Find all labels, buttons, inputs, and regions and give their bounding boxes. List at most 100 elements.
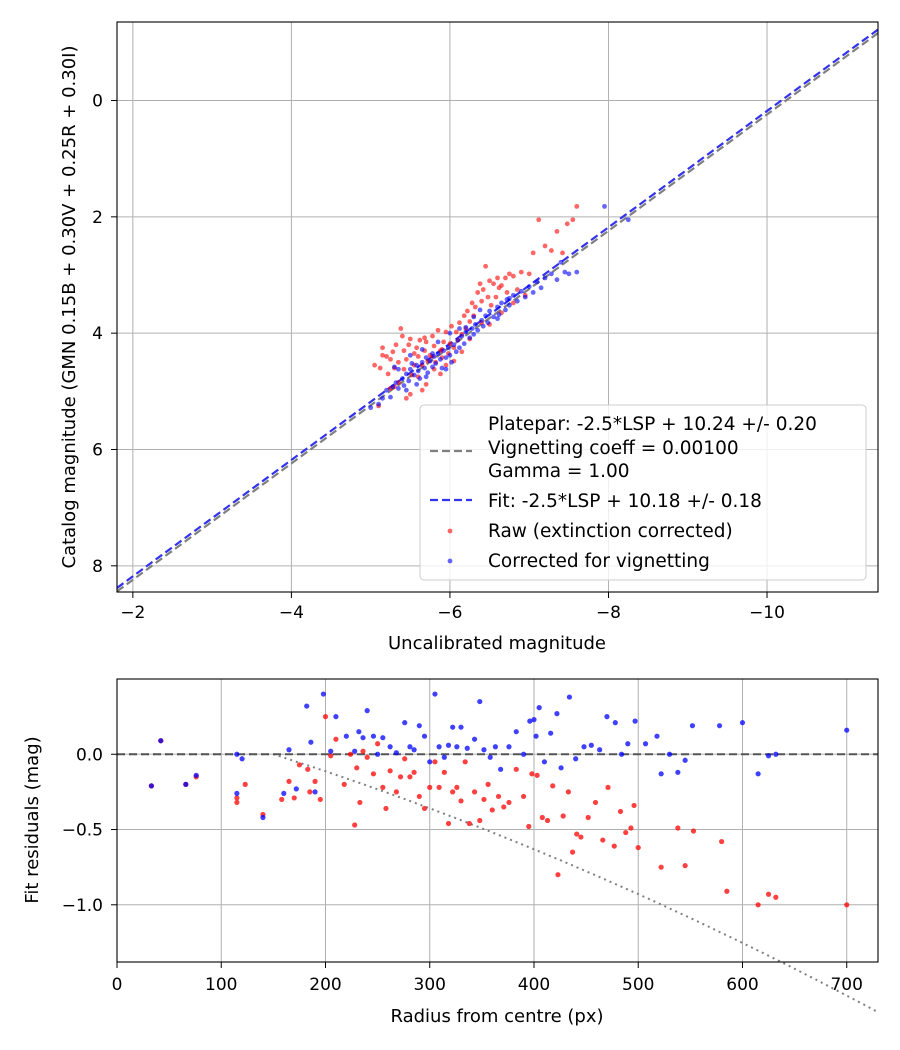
corrected-point <box>423 355 429 361</box>
raw-residual-point <box>454 784 460 790</box>
top-x-axis-label: Uncalibrated magnitude <box>388 633 606 654</box>
corrected-point <box>459 333 465 339</box>
corrected-residual-point <box>658 771 664 777</box>
raw-residual-point <box>682 863 688 869</box>
corrected-point <box>411 372 417 378</box>
raw-point <box>570 217 576 223</box>
raw-residual-point <box>658 864 664 870</box>
raw-residual-point <box>421 805 428 812</box>
corrected-point <box>396 386 401 391</box>
bottom-ticks: 0 100 200 300 400 500 600 700 0.0 −0.5 −1.0 <box>62 745 863 995</box>
corrected-residual-point <box>407 744 413 750</box>
corrected-point <box>496 312 502 317</box>
corrected-point <box>602 203 607 209</box>
raw-residual-point <box>501 804 507 810</box>
corrected-residual-point <box>765 753 772 759</box>
corrected-point <box>475 327 481 333</box>
corrected-point <box>447 330 453 336</box>
bottom-x-tick-label: 500 <box>622 975 654 995</box>
raw-point <box>377 365 383 371</box>
corrected-residual-point <box>533 733 539 739</box>
raw-residual-point <box>333 736 339 742</box>
corrected-point <box>538 285 544 291</box>
raw-residual-point <box>427 784 433 790</box>
corrected-residual-point <box>573 756 579 762</box>
corrected-residual-point <box>352 748 358 754</box>
corrected-residual-point <box>375 751 381 757</box>
raw-point <box>499 283 504 288</box>
corrected-residual-point <box>558 765 564 771</box>
raw-point <box>393 342 399 348</box>
corrected-residual-point <box>356 729 362 735</box>
raw-point <box>554 228 560 234</box>
corrected-residual-point <box>536 705 542 711</box>
raw-residual-point <box>477 817 483 824</box>
raw-point <box>453 329 459 335</box>
raw-residual-point <box>690 828 697 834</box>
raw-point <box>407 391 413 397</box>
raw-residual-point <box>383 805 389 812</box>
corrected-point <box>443 355 449 361</box>
raw-point <box>472 304 478 310</box>
corrected-point <box>503 307 508 313</box>
raw-point <box>430 333 435 339</box>
raw-point <box>469 300 475 306</box>
raw-residual-point <box>585 814 591 821</box>
corrected-point <box>534 279 540 285</box>
corrected-residual-point <box>380 735 386 741</box>
raw-residual-point <box>489 807 495 813</box>
raw-residual-point <box>458 798 464 804</box>
corrected-point <box>471 331 477 337</box>
raw-residual-point <box>578 834 584 840</box>
corrected-point <box>419 359 425 365</box>
raw-residual-point <box>529 771 535 777</box>
bottom-scatter-points <box>148 691 850 908</box>
raw-point <box>399 333 405 339</box>
raw-residual-point <box>574 831 580 837</box>
raw-residual-point <box>765 891 772 897</box>
corrected-point <box>491 314 496 320</box>
corrected-point <box>506 302 512 308</box>
corrected-point <box>518 288 524 294</box>
raw-point <box>457 320 462 326</box>
corrected-point <box>530 290 536 295</box>
raw-point <box>423 339 429 345</box>
raw-residual-point <box>364 754 370 760</box>
legend-corrected-marker <box>447 558 453 564</box>
bottom-x-tick-label: 100 <box>205 975 237 995</box>
corrected-point <box>542 275 548 281</box>
raw-residual-point <box>719 838 725 845</box>
bottom-y-axis-label: Fit residuals (mag) <box>22 736 43 903</box>
corrected-residual-point <box>675 769 681 775</box>
raw-point <box>495 275 500 281</box>
top-y-tick-label: 6 <box>92 441 103 461</box>
raw-point <box>417 337 423 343</box>
corrected-point <box>414 362 420 368</box>
corrected-point <box>425 370 431 376</box>
corrected-point <box>403 371 409 377</box>
raw-residual-point <box>555 872 561 878</box>
corrected-point <box>393 380 399 386</box>
raw-point <box>574 203 580 209</box>
corrected-point <box>445 345 451 351</box>
corrected-point <box>414 381 420 387</box>
corrected-point <box>562 269 568 275</box>
corrected-residual-point <box>471 736 478 742</box>
raw-residual-point <box>520 793 527 800</box>
bottom-x-axis-label: Radius from centre (px) <box>390 1006 603 1027</box>
raw-point <box>485 294 491 300</box>
bottom-x-tick-label: 200 <box>309 975 341 995</box>
corrected-point <box>449 359 454 365</box>
raw-point <box>503 275 508 281</box>
corrected-point <box>453 349 459 355</box>
raw-residual-point <box>539 814 545 821</box>
bottom-y-tick-label: −1.0 <box>62 896 103 916</box>
raw-residual-point <box>322 714 329 720</box>
corrected-residual-point <box>432 691 438 697</box>
raw-point <box>403 395 409 401</box>
raw-residual-point <box>341 781 347 787</box>
corrected-point <box>485 320 491 326</box>
corrected-residual-point <box>158 738 164 744</box>
corrected-point <box>479 317 485 323</box>
